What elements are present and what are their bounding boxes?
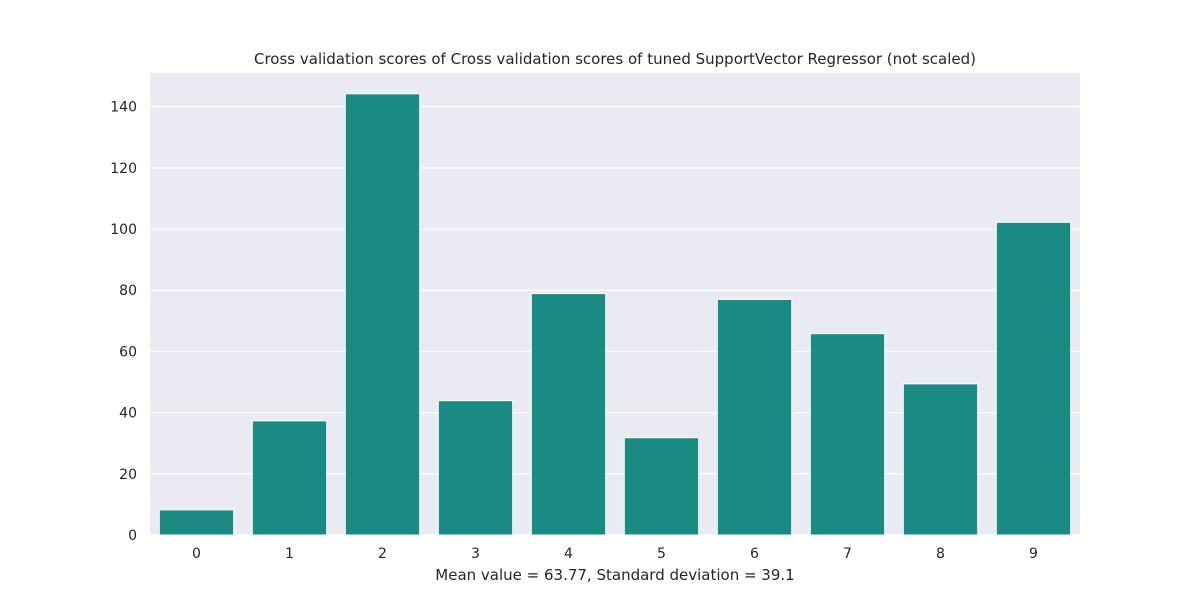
- x-tick-label: 1: [285, 546, 294, 562]
- y-tick-label: 40: [119, 406, 137, 422]
- x-axis-ticks: 0 1 2 3 4 5 6 7 8 9: [192, 546, 1038, 562]
- x-axis-label: Mean value = 63.77, Standard deviation =…: [435, 566, 794, 584]
- bar-3: [437, 400, 514, 536]
- bar-6: [716, 298, 793, 536]
- y-tick-label: 140: [110, 100, 137, 116]
- bar-8: [902, 383, 979, 536]
- bar-2: [344, 93, 421, 536]
- x-tick-label: 2: [378, 546, 387, 562]
- x-tick-label: 3: [471, 546, 480, 562]
- y-tick-label: 80: [119, 283, 137, 299]
- y-tick-label: 0: [128, 528, 137, 544]
- bar-4: [530, 293, 607, 536]
- x-tick-label: 7: [843, 546, 852, 562]
- x-tick-label: 6: [750, 546, 759, 562]
- bar-1: [251, 420, 328, 536]
- y-tick-label: 100: [110, 222, 137, 238]
- y-tick-label: 120: [110, 161, 137, 177]
- bar-9: [995, 221, 1072, 536]
- x-tick-label: 8: [936, 546, 945, 562]
- y-axis-ticks: 0 20 40 60 80 100 120 140: [110, 100, 137, 544]
- x-tick-label: 0: [192, 546, 201, 562]
- x-tick-label: 5: [657, 546, 666, 562]
- bar-5: [623, 437, 700, 536]
- chart-title: Cross validation scores of Cross validat…: [254, 50, 976, 68]
- x-tick-label: 4: [564, 546, 573, 562]
- bar-7: [809, 333, 886, 536]
- bar-0: [158, 509, 235, 536]
- y-tick-label: 20: [119, 467, 137, 483]
- x-tick-label: 9: [1029, 546, 1038, 562]
- bars: [158, 93, 1072, 536]
- y-tick-label: 60: [119, 344, 137, 360]
